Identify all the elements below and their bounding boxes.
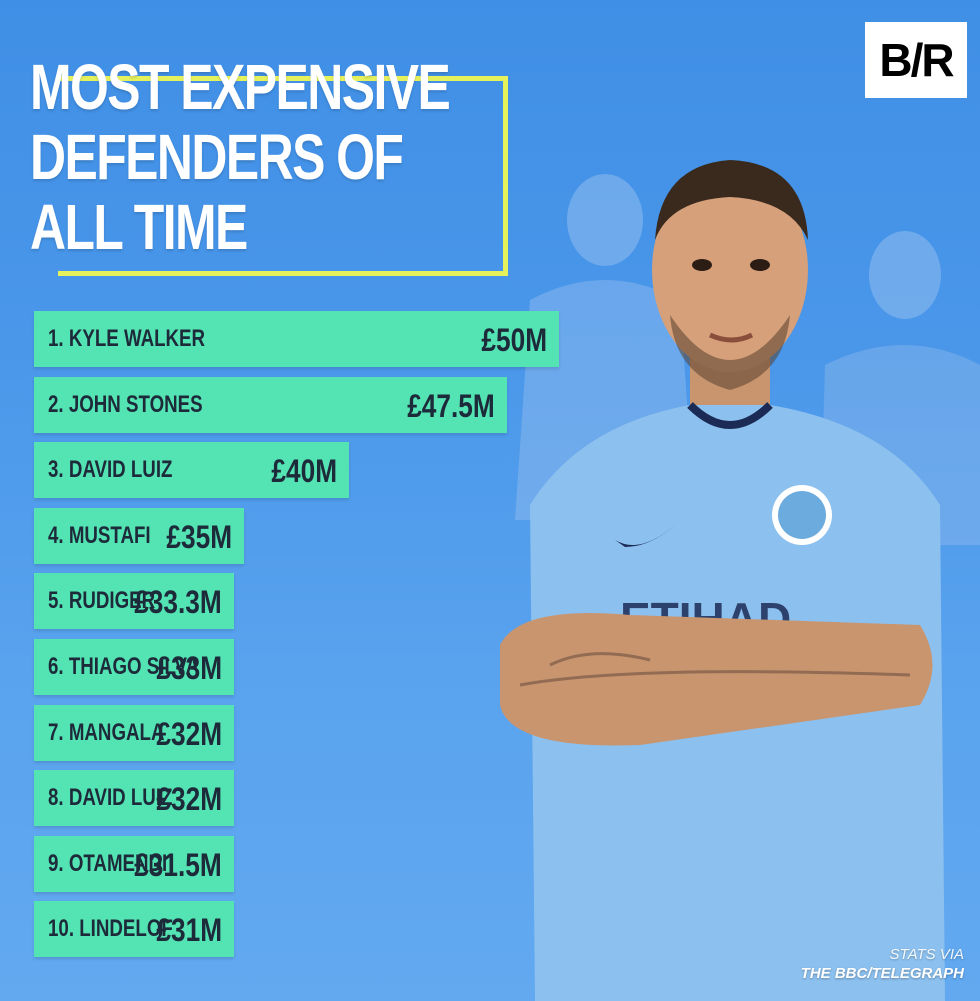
title-line-2: DEFENDERS OF xyxy=(30,121,404,193)
bar: 2. JOHN STONES £47.5M xyxy=(34,376,507,433)
bar-category-label: 2. JOHN STONES xyxy=(48,390,203,418)
bar-category-label: 10. LINDELOF xyxy=(48,915,173,943)
title-line-3: ALL TIME xyxy=(30,191,248,263)
bar-value-label: £35M xyxy=(166,518,232,555)
bar-value-label: £47.5M xyxy=(406,387,495,424)
bar-category-label: 8. DAVID LUIZ xyxy=(48,784,173,812)
bar-category-label: 1. KYLE WALKER xyxy=(48,325,206,352)
player-photo-image: ETIHAD xyxy=(500,160,945,1001)
bar-value-label: £32M xyxy=(156,781,222,818)
bar-category-label: 7. MANGALA xyxy=(48,718,165,746)
bar-value-label: £32M xyxy=(156,715,222,752)
bar: 3. DAVID LUIZ £40M xyxy=(34,442,349,499)
bar: 4. MUSTAFI £35M xyxy=(34,507,244,564)
bar: 8. DAVID LUIZ £32M xyxy=(34,770,234,827)
source-note: STATS VIA THE BBC/TELEGRAPH xyxy=(801,945,964,983)
bar: 9. OTAMENDI £31.5M xyxy=(34,835,234,892)
bar-value-label: £50M xyxy=(481,322,547,358)
bar-value-label: £40M xyxy=(271,453,337,490)
title-frame xyxy=(58,76,508,276)
bar-category-label: 4. MUSTAFI xyxy=(48,521,151,549)
bar: 7. MANGALA £32M xyxy=(34,704,234,761)
bar-category-label: 6. THIAGO SILVA xyxy=(48,653,200,680)
bar-category-label: 5. RUDIGER xyxy=(48,587,156,615)
bar-category-label: 9. OTAMENDI xyxy=(48,849,168,877)
chart-title: MOST EXPENSIVE DEFENDERS OF ALL TIME xyxy=(30,51,451,263)
bar-value-label: £31M xyxy=(156,912,222,949)
source-via: STATS VIA xyxy=(889,946,964,963)
bar-category-label: 3. DAVID LUIZ xyxy=(48,456,173,484)
bar-value-label: £33M xyxy=(156,650,222,686)
bleacher-report-logo: B/R xyxy=(865,22,967,98)
source-org: THE BBC/TELEGRAPH xyxy=(800,965,964,982)
bar: 1. KYLE WALKER £50M xyxy=(34,311,559,367)
bar-value-label: £33.3M xyxy=(134,584,222,621)
bar: 6. THIAGO SILVA £33M xyxy=(34,639,234,695)
bar: 10. LINDELOF £31M xyxy=(34,901,234,958)
bar: 5. RUDIGER £33.3M xyxy=(34,573,234,630)
bar-value-label: £31.5M xyxy=(134,846,222,883)
title-line-1: MOST EXPENSIVE xyxy=(30,51,451,123)
